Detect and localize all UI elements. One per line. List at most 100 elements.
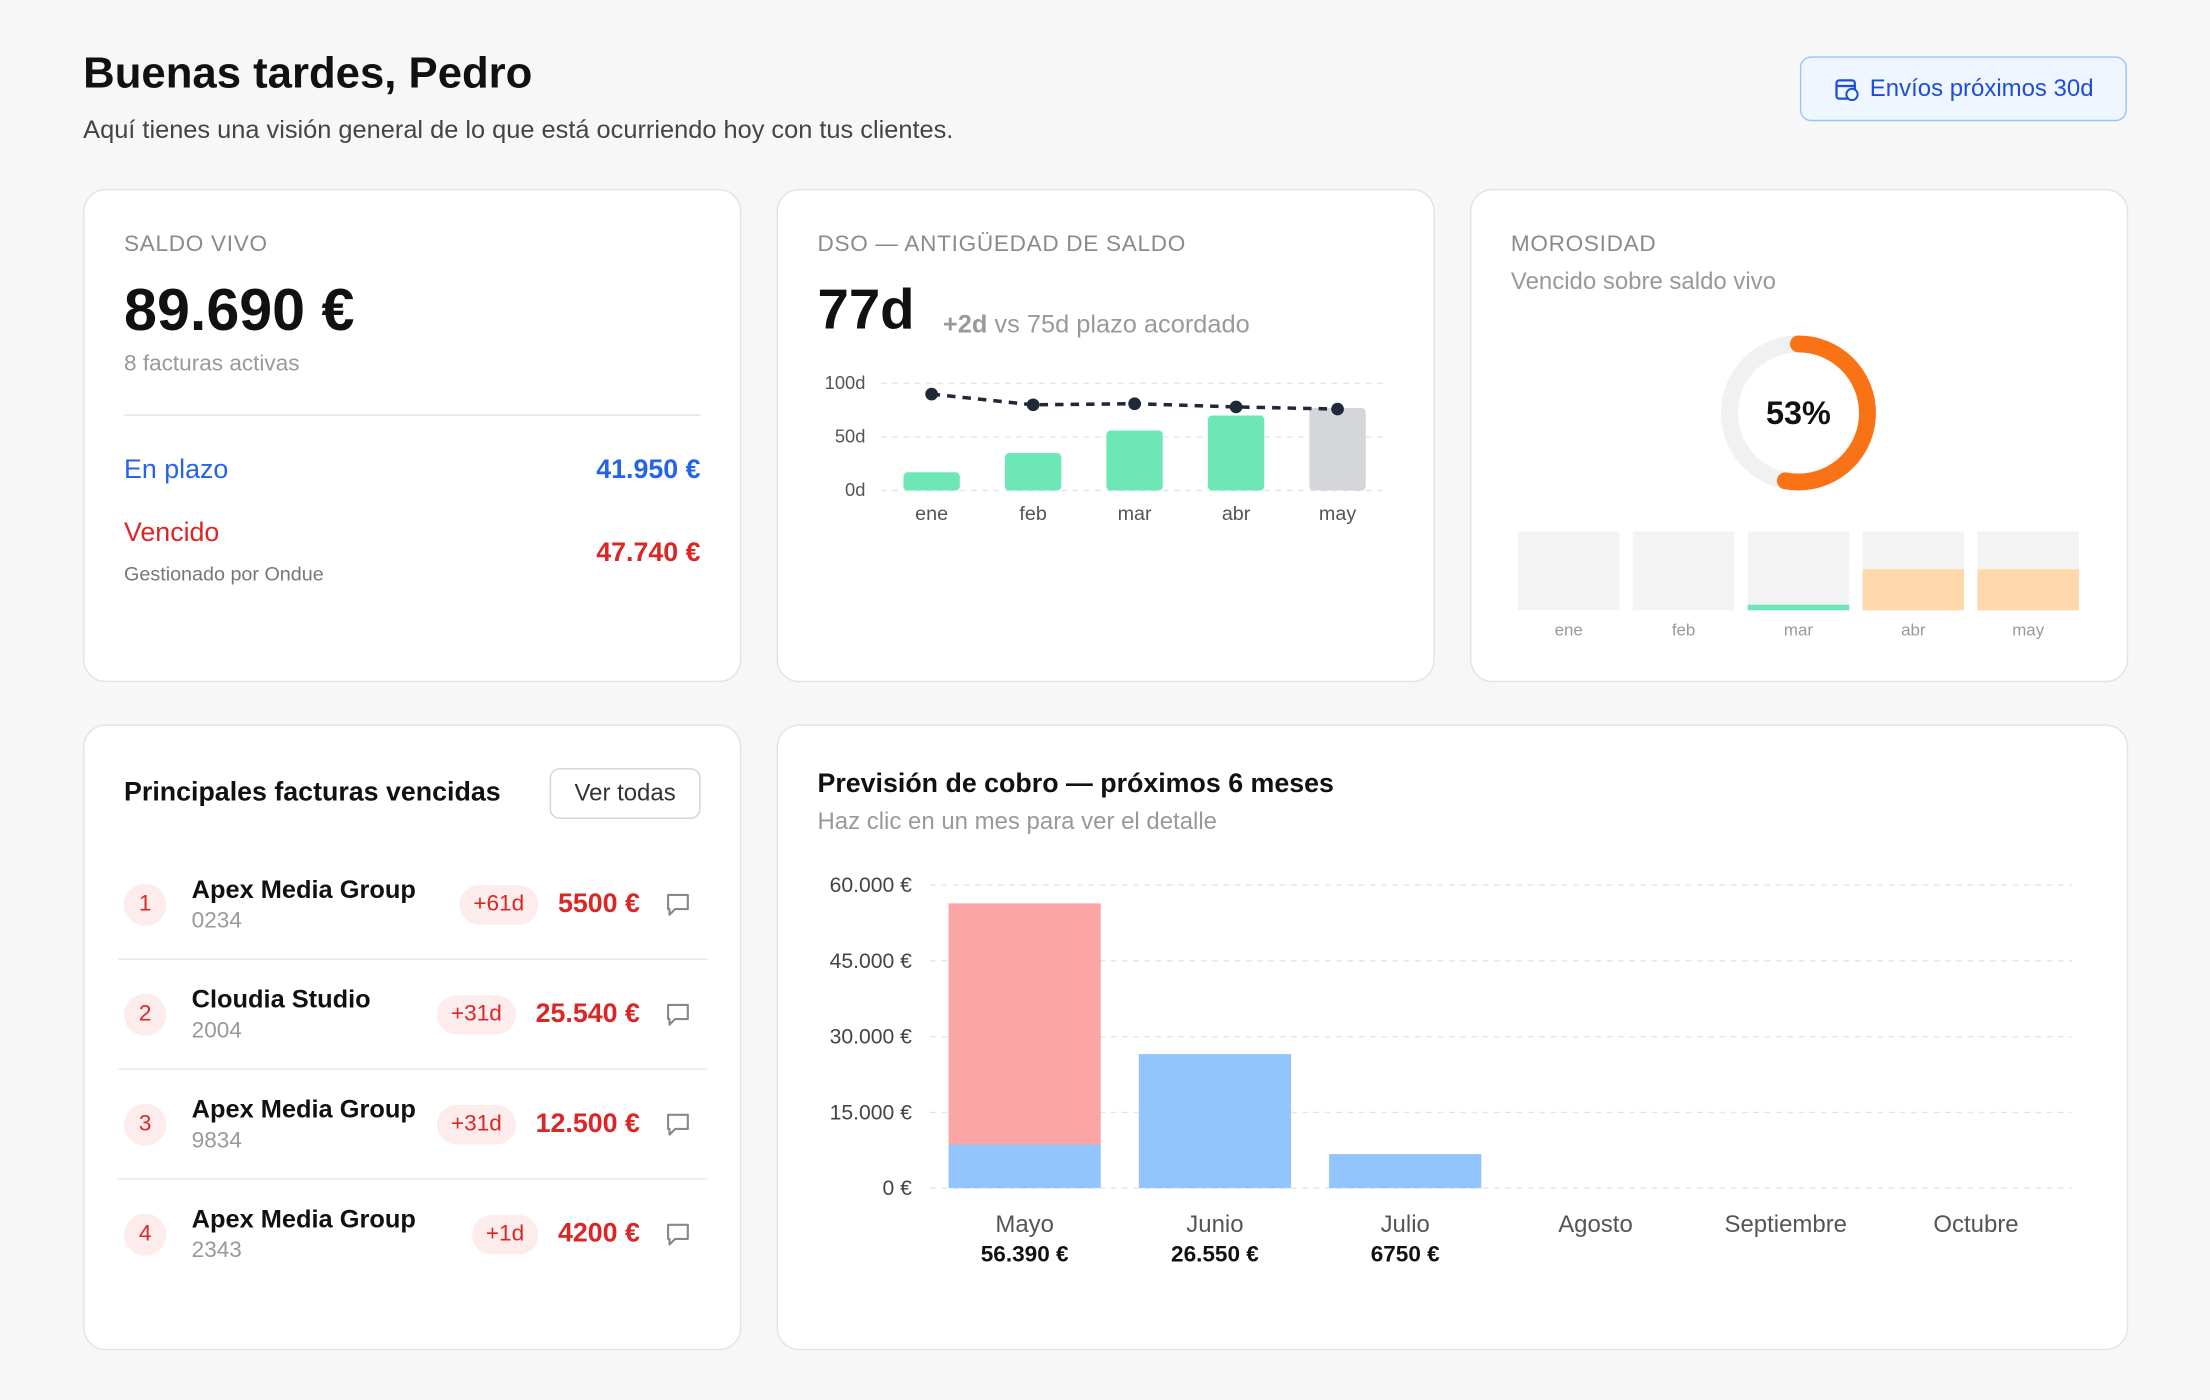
days-overdue: +1d (471, 1214, 539, 1255)
invoice-row: 4 Apex Media Group 2343 +1d 4200 € (118, 1180, 707, 1290)
bar-track (1747, 531, 1850, 611)
trend-point (1331, 402, 1344, 416)
invoice-amount: 5500 € (557, 888, 640, 919)
comment-icon[interactable] (665, 1001, 690, 1026)
x-tick-label: abr (1222, 503, 1251, 525)
bar (1138, 1054, 1292, 1189)
invoice-amount: 12.500 € (535, 1108, 640, 1139)
bar (903, 472, 960, 491)
x-tick-label: Mayo (995, 1211, 1054, 1238)
y-tick-label: 50d (835, 426, 866, 447)
saldo-sub: 8 facturas activas (124, 352, 300, 377)
saldo-card (83, 188, 742, 683)
bar (1329, 1154, 1482, 1189)
bar (1747, 604, 1850, 611)
bar (1862, 569, 1965, 611)
shipments-button[interactable]: Envíos próximos 30d (1799, 56, 2127, 122)
card-label: SALDO VIVO (124, 232, 268, 257)
x-tick-label: feb (1019, 503, 1046, 525)
bar (1004, 452, 1062, 491)
invoice-code: 2004 (191, 1018, 242, 1043)
donut-label: 53% (1766, 395, 1831, 431)
invoice-code: 0234 (191, 908, 242, 933)
total-label: 56.390 € (981, 1241, 1069, 1266)
bar (948, 903, 1101, 1145)
ver-todas-button[interactable]: Ver todas (549, 768, 701, 819)
dso-delta: +2d (942, 310, 988, 339)
rank: 2 (124, 992, 167, 1036)
y-tick-label: 0d (845, 479, 865, 500)
button-label: Envíos próximos 30d (1869, 74, 2094, 102)
x-tick-label: may (1319, 503, 1356, 525)
x-tick-label: Agosto (1558, 1211, 1633, 1238)
trend-point (1229, 400, 1243, 414)
total-label: 26.550 € (1171, 1241, 1259, 1266)
card-sub: Vencido sobre saldo vivo (1510, 267, 1776, 295)
row-note: Gestionado por Ondue (124, 562, 324, 585)
bar (1207, 415, 1265, 491)
x-tick-label: abr (1901, 621, 1926, 640)
days-overdue: +31d (436, 994, 516, 1034)
x-tick-label: Junio (1186, 1211, 1243, 1238)
comment-icon[interactable] (665, 891, 690, 916)
x-tick-label: Octubre (1933, 1211, 2018, 1238)
y-tick-label: 45.000 € (830, 950, 912, 973)
card-label: DSO — ANTIGÜEDAD DE SALDO (817, 232, 1186, 257)
comment-icon[interactable] (665, 1111, 690, 1136)
trend-point (1128, 397, 1141, 411)
row-label: En plazo (124, 455, 229, 485)
comment-icon[interactable] (665, 1222, 690, 1247)
greeting: Buenas tardes, Pedro (83, 47, 533, 98)
y-tick-label: 100d (825, 372, 866, 393)
row-amount: 47.740 € (596, 538, 701, 569)
row-label: Vencido (124, 518, 220, 549)
divider (124, 414, 701, 416)
invoice-client: Apex Media Group 2343 (192, 1205, 452, 1264)
x-tick-label: mar (1784, 621, 1813, 640)
dso-compare-text: vs 75d plazo acordado (994, 310, 1250, 339)
card-label: MOROSIDAD (1510, 232, 1657, 257)
trend-point (925, 387, 938, 401)
invoice-client: Cloudia Studio 2004 (192, 984, 417, 1043)
dso-value: 77d (817, 279, 915, 342)
card-title: Previsión de cobro — próximos 6 meses (817, 769, 1334, 800)
x-tick-label: mar (1118, 503, 1152, 525)
card-title: Principales facturas vencidas (124, 778, 501, 808)
x-tick-label: ene (1555, 621, 1583, 640)
rank: 4 (124, 1213, 167, 1256)
bar (1106, 430, 1163, 491)
invoice-row: 3 Apex Media Group 9834 +31d 12.500 € (118, 1070, 708, 1180)
x-tick-label: feb (1672, 621, 1696, 640)
invoice-client: Apex Media Group 0234 (192, 875, 440, 934)
card-sub: Haz clic en un mes para ver el detalle (817, 807, 1218, 835)
total-label: 6750 € (1371, 1241, 1440, 1266)
saldo-amount: 89.690 € (124, 276, 355, 343)
dso-compare: +2d vs 75d plazo acordado (943, 310, 1250, 340)
invoice-client: Apex Media Group 9834 (192, 1094, 417, 1153)
row-amount: 41.950 € (596, 455, 701, 485)
x-tick-label: ene (915, 503, 948, 525)
invoice-code: 9834 (191, 1128, 242, 1153)
x-tick-label: Septiembre (1725, 1211, 1848, 1238)
invoice-row: 2 Cloudia Studio 2004 +31d 25.540 € (118, 960, 708, 1070)
trend-point (1026, 398, 1040, 412)
invoice-row: 1 Apex Media Group 0234 +61d 5500 € (118, 850, 708, 960)
invoice-amount: 25.540 € (535, 998, 640, 1029)
facturas-card (83, 724, 742, 1351)
bar (1309, 408, 1366, 491)
calendar-icon (1834, 79, 1859, 102)
bar (1977, 569, 2079, 611)
bar-track (1517, 531, 1620, 611)
invoice-amount: 4200 € (557, 1219, 640, 1249)
y-tick-label: 15.000 € (830, 1101, 912, 1124)
rank: 1 (124, 883, 167, 926)
invoice-code: 2343 (191, 1238, 242, 1263)
y-tick-label: 60.000 € (830, 874, 912, 897)
days-overdue: +31d (436, 1104, 516, 1144)
y-tick-label: 30.000 € (830, 1026, 912, 1049)
donut-arc (1720, 335, 1876, 491)
y-tick-label: 0 € (883, 1177, 913, 1200)
